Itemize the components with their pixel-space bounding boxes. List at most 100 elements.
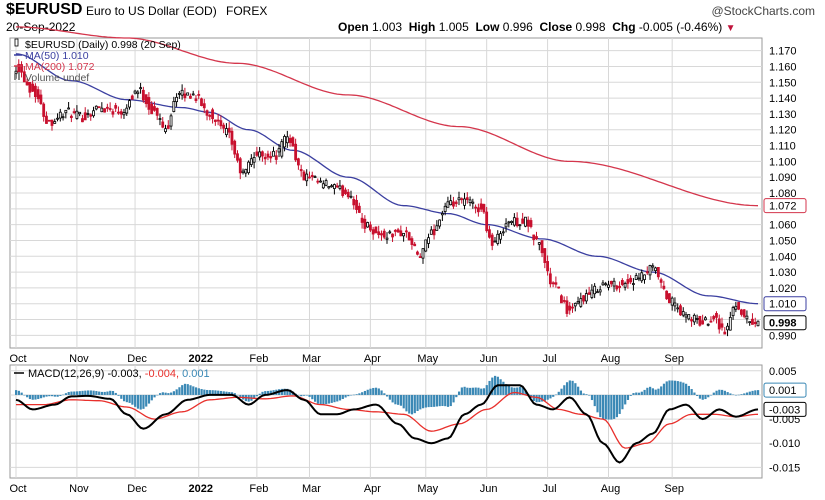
candle-body [739,309,743,315]
histogram-bar [707,394,710,398]
candle-body [158,118,162,120]
histogram-bar [37,394,40,400]
candle [280,138,284,159]
histogram-bar [15,390,18,395]
candle [283,134,286,152]
histogram-bar [463,386,466,395]
candle [197,90,201,100]
candle-body [78,111,82,115]
candle-body [94,105,98,110]
candle [659,277,663,289]
price-x-tick-label: Apr [364,353,381,365]
candle-body [194,98,198,101]
candle [402,232,406,242]
histogram-bar [549,394,552,399]
candle-body [496,233,500,244]
candle [213,119,217,126]
candle-body [200,98,203,106]
histogram-bar [255,394,259,397]
candle-body [183,93,187,99]
candle-body [130,95,134,100]
candle [133,89,137,95]
candle-body [701,320,705,325]
histogram-bar [732,394,735,396]
candle-body [712,316,716,320]
candle [374,226,378,234]
histogram-bar [408,394,411,414]
candle [670,296,674,311]
histogram-bar [352,394,355,396]
candle [302,170,306,181]
candle [344,187,347,195]
histogram-bar [230,392,234,395]
histogram-bar [721,389,724,395]
candle [230,127,234,151]
ma50-line-group [15,53,759,305]
histogram-bar [338,394,342,401]
candle [297,157,300,170]
candle [92,106,95,118]
candle-body [225,128,228,136]
histogram-bar [704,394,707,400]
candle [524,216,527,228]
candle [560,294,563,304]
histogram-bar [541,394,544,402]
histogram-bar [552,394,555,397]
candle-body [507,221,511,224]
histogram-bar [300,394,303,397]
candle-body [598,289,602,293]
histogram-bar [305,394,308,396]
histogram-bar [164,392,167,395]
candle-body [532,234,536,241]
candle-body [366,222,370,228]
price-value-badge [763,315,807,331]
candle [299,164,303,177]
histogram-bar [715,390,718,395]
histogram-bar [646,387,649,395]
price-x-tick-label: Feb [249,353,268,365]
histogram-bar [665,381,668,395]
candle [723,327,727,335]
histogram-bar [405,394,408,412]
candle [476,203,480,217]
candle [418,253,422,259]
histogram-bar [142,394,145,409]
candle [241,168,245,175]
macd-y-tick-label: -0.010 [769,438,800,450]
histogram-bar [635,392,638,395]
candle [316,178,320,185]
histogram-bar [466,387,469,395]
histogram-bar [491,377,494,395]
candle-body [748,321,752,324]
candle-body [645,271,649,274]
candle-body [172,100,176,112]
histogram-bar [56,394,59,397]
candle [255,146,259,157]
candle-body [723,331,727,335]
histogram-bar [280,388,283,395]
candle-body [446,201,450,208]
candle-body [512,217,516,226]
histogram-bar [668,380,671,395]
candle-body [22,71,26,83]
candle-body [396,229,400,233]
candle-body [413,243,417,247]
candle-body [39,94,43,104]
candle-body [654,267,657,272]
candle [673,297,677,312]
histogram-bar [322,394,325,405]
histogram-bar [20,392,23,395]
price-y-tick-label: 1.090 [769,172,797,184]
candle-body [501,231,505,234]
candle [665,290,669,300]
candle [380,230,383,241]
candle [377,225,381,239]
low-value: 0.996 [502,20,533,34]
histogram-bar [649,386,652,395]
histogram-bar [748,391,751,395]
candle-body [499,233,502,240]
histogram-bar [435,394,439,407]
candle-body [255,151,259,156]
candle-body [609,280,613,285]
price-value-badge-label: 1.072 [769,201,797,213]
